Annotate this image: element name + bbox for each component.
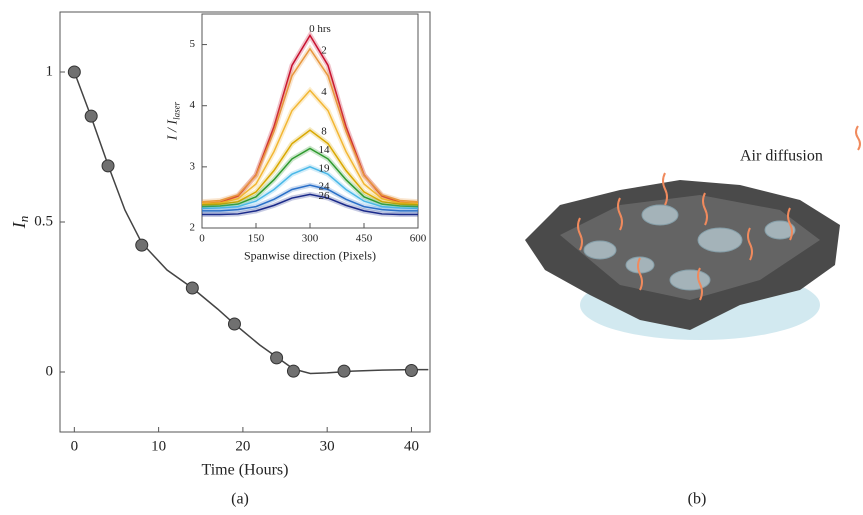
curve [202, 184, 418, 212]
y-tick-label: 4 [190, 99, 196, 111]
curve [202, 193, 418, 216]
data-point [185, 281, 199, 295]
x-axis-label: Spanwise direction (Pixels) [244, 248, 376, 262]
x-tick-label: 450 [356, 233, 373, 245]
illustration: Air diffusion [525, 125, 861, 340]
x-tick-label: 0 [71, 438, 79, 454]
curve [201, 89, 419, 205]
data-point [404, 364, 418, 377]
y-axis-label: In [9, 216, 31, 230]
curve-label: 8 [321, 126, 327, 138]
curve-label: 26 [319, 190, 331, 202]
panel-label: (b) [688, 491, 707, 508]
y-tick-label: 1 [46, 63, 54, 79]
y-axis-label-sub: n [16, 216, 31, 223]
air-arrows [577, 125, 861, 301]
fit-line [73, 71, 429, 375]
panel-label: (a) [231, 491, 249, 508]
curve [201, 147, 419, 208]
x-tick-label: 300 [302, 233, 319, 245]
x-tick-label: 150 [248, 233, 265, 245]
y-tick-label: 2 [190, 222, 196, 234]
data-point [135, 238, 149, 252]
y-axis-label-sub: laser [171, 101, 181, 119]
x-tick-label: 600 [410, 233, 427, 245]
curve-label: 14 [319, 144, 331, 156]
data-point [227, 317, 241, 331]
curve-label: 4 [321, 86, 327, 98]
annotation: Air diffusion [740, 148, 823, 165]
data-point [101, 159, 115, 173]
x-tick-label: 0 [199, 233, 205, 245]
y-axis-label-main: I / I [166, 119, 181, 142]
curve-label: 0 hrs [309, 23, 331, 35]
x-tick-label: 20 [235, 438, 250, 454]
data-point [270, 351, 284, 365]
curve [201, 33, 419, 205]
y-tick-label: 0 [46, 363, 54, 379]
x-tick-label: 10 [151, 438, 166, 454]
y-tick-label: 5 [190, 38, 196, 50]
y-axis-label: I / Ilaser [166, 101, 182, 141]
x-axis-label: Time (Hours) [202, 462, 289, 479]
curve-label: 19 [319, 162, 331, 174]
data-point [286, 364, 300, 378]
x-tick-label: 40 [404, 438, 419, 454]
curve [201, 129, 419, 206]
y-axis-label-main: I [9, 221, 29, 229]
curve-label: 24 [319, 181, 331, 193]
data-point [67, 65, 81, 79]
curve-label: 2 [321, 44, 327, 56]
curve [201, 166, 419, 210]
data-point [337, 364, 351, 378]
data-point [84, 109, 98, 123]
y-tick-label: 3 [190, 160, 196, 172]
curve [201, 47, 419, 203]
x-tick-label: 30 [320, 438, 335, 454]
porous-surface-top [560, 195, 820, 300]
y-tick-label: 0.5 [34, 213, 53, 229]
